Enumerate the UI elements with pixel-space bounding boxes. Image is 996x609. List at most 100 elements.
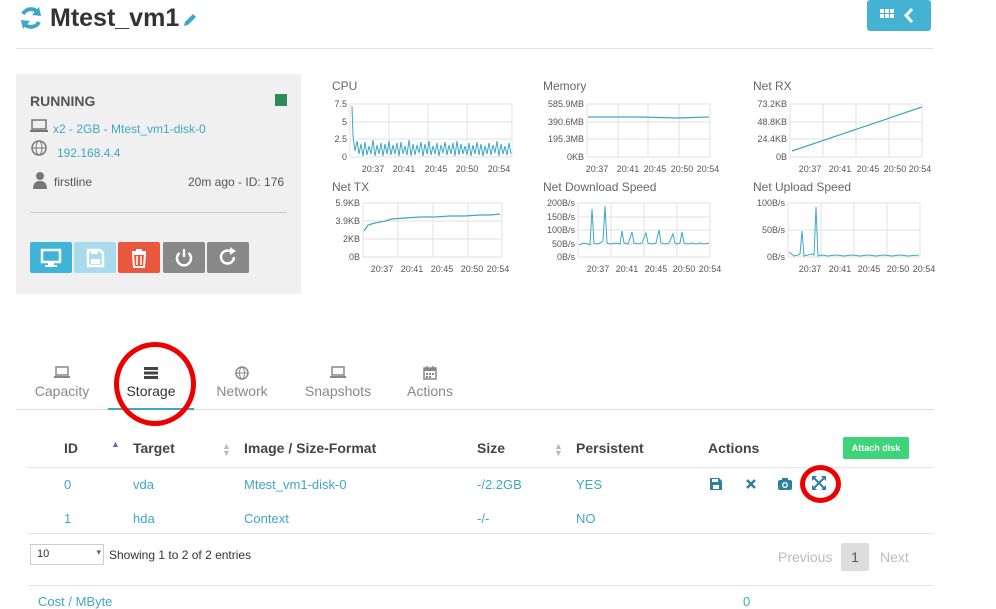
power-off-button[interactable] (163, 242, 205, 273)
cpu-chart: 7.5 5 2.5 0 20:37 20:41 20:45 20:50 20:5… (334, 99, 513, 174)
reboot-button[interactable] (207, 242, 249, 273)
annotation-circle (800, 465, 841, 503)
netdl-chart-title: Net Download Speed (543, 180, 657, 194)
memory-xtick: 20:54 (697, 164, 720, 174)
cost-value: 0 (743, 594, 751, 609)
next-page-button[interactable]: Next (880, 549, 909, 565)
nettx-ytick: 2KB (343, 234, 360, 244)
disk-image[interactable]: Mtest_vm1-disk-0 (244, 477, 347, 492)
memory-ytick: 195.3MB (548, 134, 584, 144)
save-vm-button[interactable] (74, 242, 116, 273)
netrx-ytick: 48.8KB (757, 117, 787, 127)
delete-vm-button[interactable] (118, 242, 160, 273)
sort-asc-icon[interactable]: ▲ (111, 439, 120, 449)
cpu-xtick: 20:41 (393, 164, 416, 174)
netrx-xtick: 20:41 (829, 164, 852, 174)
grid-back-button[interactable] (867, 0, 931, 31)
netrx-chart: 73.2KB 48.8KB 24.4KB 0B 20:37 20:41 20:4… (757, 99, 931, 174)
nettx-chart: 5.9KB 3.9KB 2KB 0B 20:37 20:41 20:45 20:… (335, 198, 510, 274)
netul-chart: 100B/s 50B/s 0B/s 20:37 20:41 20:45 20:5… (757, 198, 936, 274)
tabs-divider (16, 409, 934, 410)
state-indicator (275, 94, 287, 106)
netdl-xtick: 20:37 (587, 264, 610, 274)
vm-owner: firstline (54, 175, 93, 189)
tab-label: Capacity (34, 383, 90, 399)
tab-snapshots[interactable]: Snapshots (302, 366, 374, 399)
column-header-image[interactable]: Image / Size-Format (244, 440, 377, 456)
laptop-icon (330, 366, 346, 378)
netdl-chart: 200B/s 150B/s 100B/s 50B/s 0B/s 20:37 20… (547, 198, 722, 274)
column-header-size[interactable]: Size (477, 440, 506, 456)
calendar-icon (423, 366, 437, 380)
netul-ytick: 0B/s (767, 252, 786, 262)
edit-pencil-icon[interactable] (181, 11, 199, 34)
cpu-xtick: 20:54 (488, 164, 511, 174)
nettx-xtick: 20:50 (461, 264, 484, 274)
tab-label: Snapshots (304, 383, 372, 399)
sort-icon[interactable]: ▲ ▼ (554, 441, 563, 458)
memory-ytick: 0KB (567, 152, 584, 162)
nettx-xtick: 20:37 (371, 264, 394, 274)
netrx-ytick: 0B (776, 152, 787, 162)
tab-label: Actions (407, 383, 453, 399)
tab-label: Network (216, 383, 268, 399)
cpu-xtick: 20:50 (456, 164, 479, 174)
nettx-xtick: 20:54 (487, 264, 510, 274)
page-length-value: 10 (37, 548, 50, 560)
page-length-select[interactable]: 10 ▾ (30, 544, 104, 565)
netul-xtick: 20:41 (829, 264, 852, 274)
memory-chart-title: Memory (543, 79, 587, 93)
cpu-xtick: 20:37 (362, 164, 385, 174)
page-1-button[interactable]: 1 (841, 543, 869, 571)
vnc-console-button[interactable] (30, 242, 72, 273)
laptop-icon (54, 366, 70, 378)
disk-size: -/- (477, 511, 490, 526)
previous-page-button[interactable]: Previous (778, 549, 833, 565)
memory-ytick: 585.9MB (548, 99, 584, 109)
netrx-ytick: 73.2KB (757, 99, 787, 109)
camera-snapshot-icon[interactable] (778, 477, 792, 495)
disk-target: hda (133, 511, 155, 526)
memory-xtick: 20:37 (586, 164, 609, 174)
refresh-icon[interactable] (18, 5, 44, 36)
column-header-id[interactable]: ID (64, 440, 78, 456)
cpu-ytick: 5 (342, 117, 347, 127)
row-divider (28, 585, 934, 586)
globe-icon (235, 366, 249, 380)
netul-xtick: 20:50 (887, 264, 910, 274)
netdl-xtick: 20:54 (699, 264, 722, 274)
netrx-chart-title: Net RX (753, 79, 792, 93)
memory-chart: 585.9MB 390.6MB 195.3MB 0KB 20:37 20:41 … (548, 99, 720, 174)
netul-ytick: 100B/s (757, 198, 786, 208)
netdl-xtick: 20:41 (616, 264, 639, 274)
tab-network[interactable]: Network (210, 366, 274, 399)
nettx-ytick: 5.9KB (335, 198, 360, 208)
vm-ip-link[interactable]: 192.168.4.4 (57, 146, 121, 160)
attach-disk-button[interactable]: Attach disk (843, 437, 909, 459)
cost-label: Cost / MByte (38, 594, 113, 609)
netdl-ytick: 50B/s (552, 239, 576, 249)
sort-icon[interactable]: ▲ ▼ (222, 441, 231, 458)
vm-config-link[interactable]: x2 - 2GB - Mtest_vm1-disk-0 (53, 122, 206, 136)
nettx-ytick: 0B (349, 252, 360, 262)
header-divider (16, 48, 934, 49)
disk-persistent: NO (576, 511, 596, 526)
entries-info: Showing 1 to 2 of 2 entries (109, 548, 252, 562)
column-header-persistent[interactable]: Persistent (576, 440, 644, 456)
panel-divider (30, 212, 287, 213)
detach-disk-icon[interactable] (745, 477, 757, 495)
tab-actions[interactable]: Actions (400, 366, 460, 399)
nettx-ytick: 3.9KB (335, 216, 360, 226)
netul-xtick: 20:54 (913, 264, 936, 274)
netdl-ytick: 0B/s (557, 252, 576, 262)
row-divider (28, 533, 934, 534)
user-icon (33, 171, 47, 194)
netdl-xtick: 20:50 (673, 264, 696, 274)
netrx-xtick: 20:50 (884, 164, 907, 174)
tab-capacity[interactable]: Capacity (30, 366, 94, 399)
save-disk-icon[interactable] (710, 477, 722, 495)
column-header-target[interactable]: Target (133, 440, 175, 456)
column-header-actions: Actions (708, 440, 760, 456)
netul-xtick: 20:45 (858, 264, 881, 274)
disk-image[interactable]: Context (244, 511, 289, 526)
